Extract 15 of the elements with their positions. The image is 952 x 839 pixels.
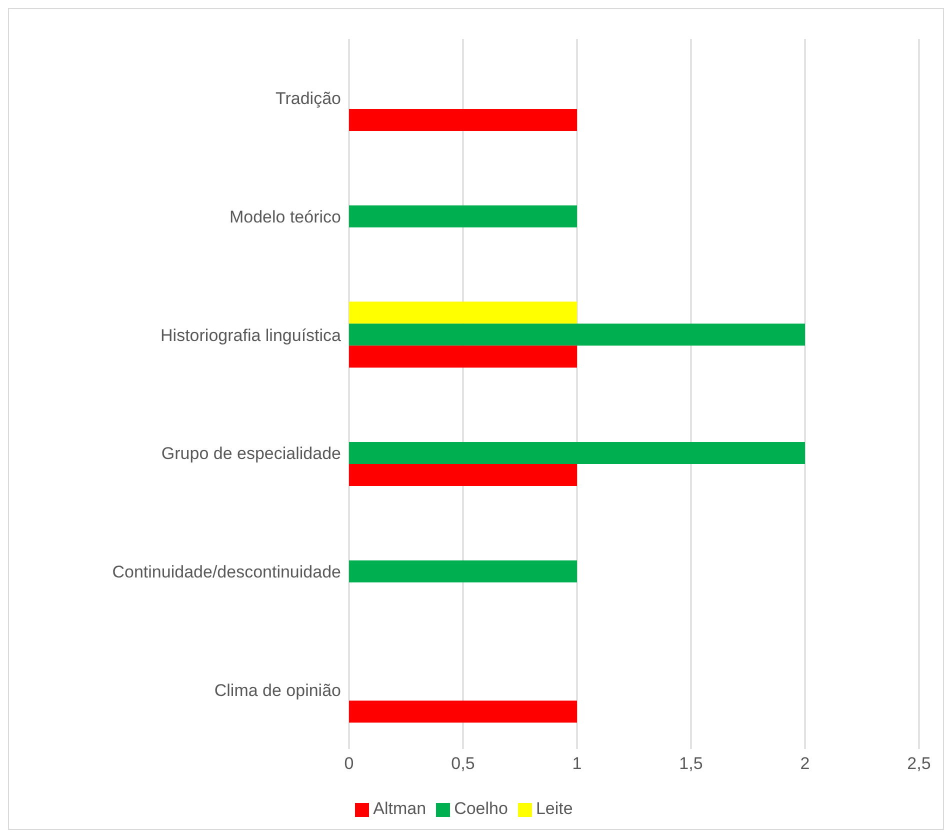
y-tick-label: Continuidade/descontinuidade [112,562,341,582]
x-tick-label: 0 [344,754,354,774]
y-tick-label: Modelo teórico [229,208,341,227]
y-tick-label: Historiografia linguística [160,326,342,345]
x-tick-label: 1,5 [679,754,703,774]
x-tick-label: 2,5 [907,754,931,774]
x-tick-label: 0,5 [451,754,475,774]
legend-label: Leite [536,799,573,818]
x-tick-label: 2 [800,754,810,774]
legend-label: Altman [373,799,426,818]
y-tick-label: Clima de opinião [214,680,341,700]
y-tick-label: Grupo de especialidade [161,444,341,464]
legend-label: Coelho [454,799,508,818]
y-tick-label: Tradição [275,89,341,108]
x-tick-label: 1 [572,754,582,774]
